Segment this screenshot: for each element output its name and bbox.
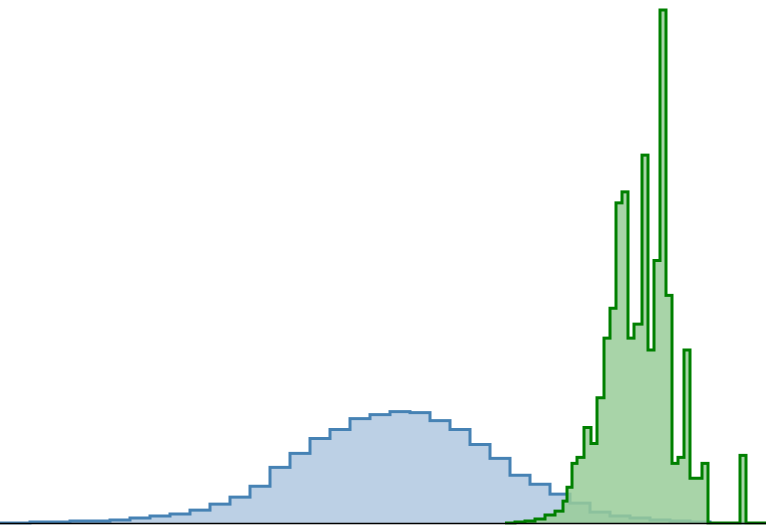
- series-1-outline: [505, 8, 766, 525]
- series-1-fill: [505, 10, 766, 523]
- series-0-fill: [0, 411, 766, 523]
- series-layer: [0, 8, 766, 525]
